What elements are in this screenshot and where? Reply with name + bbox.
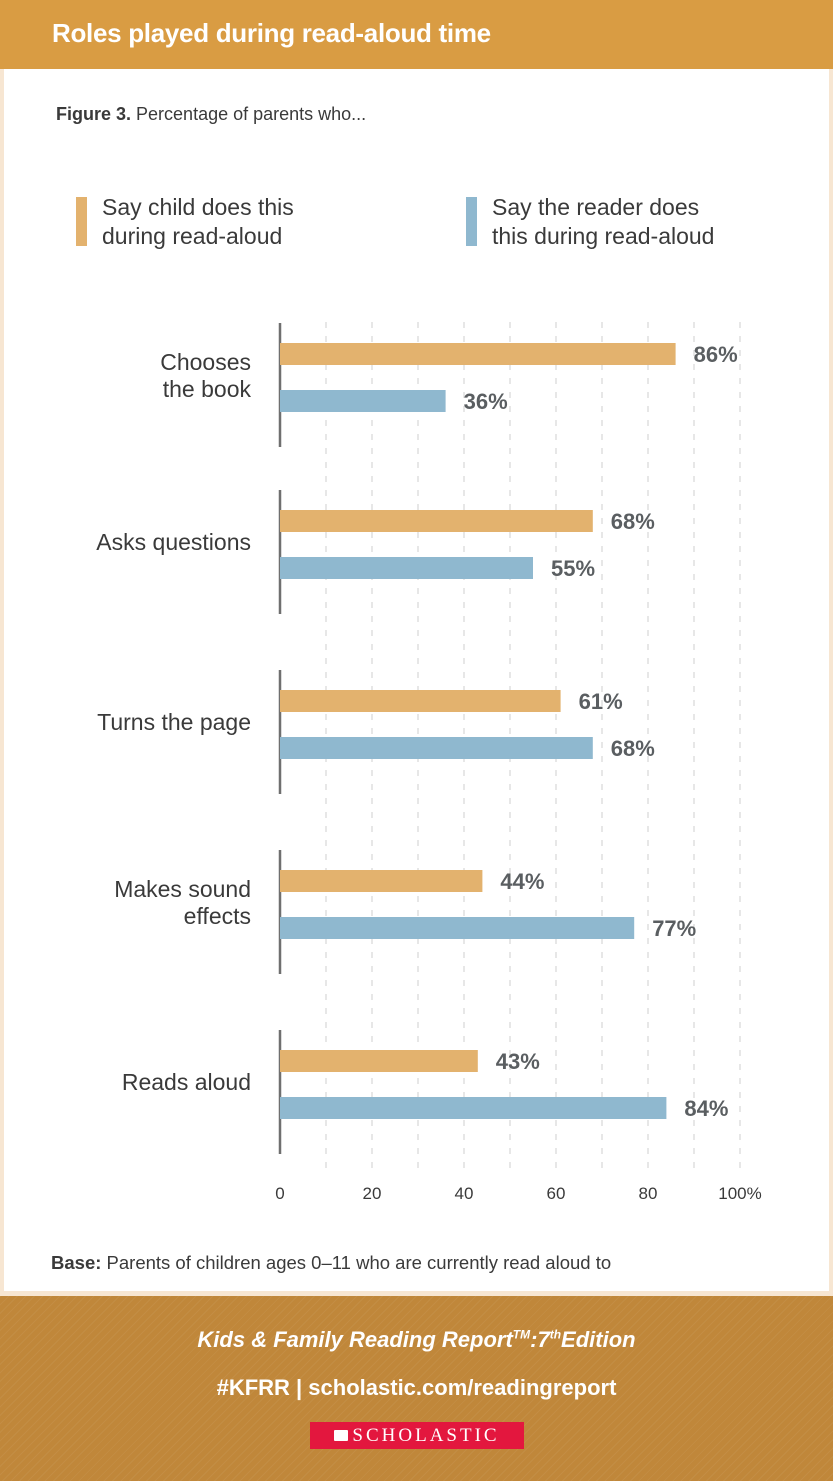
x-tick-label: 60 bbox=[547, 1184, 566, 1203]
figure-caption-text: Percentage of parents who... bbox=[136, 104, 367, 124]
x-tick-label: 0 bbox=[275, 1184, 284, 1203]
category-label: Reads aloud bbox=[122, 1069, 251, 1096]
bar-reader bbox=[280, 557, 533, 579]
legend-line: Say the reader does bbox=[492, 194, 700, 220]
x-tick-label: 80 bbox=[639, 1184, 658, 1203]
report-title: Kids & Family Reading ReportTM:7thEditio… bbox=[0, 1327, 833, 1353]
trademark: TM bbox=[512, 1327, 531, 1342]
edition-number: 7 bbox=[537, 1327, 550, 1352]
base-note-label: Base: bbox=[51, 1252, 102, 1273]
book-icon bbox=[334, 1430, 349, 1441]
legend-text-reader: Say the reader does this during read-alou… bbox=[492, 193, 714, 251]
data-label: 43% bbox=[496, 1049, 540, 1074]
data-label: 55% bbox=[551, 556, 595, 581]
category-label: Chooses the book bbox=[160, 349, 251, 403]
footer-bar bbox=[0, 1296, 833, 1481]
category-label: Makes sound effects bbox=[114, 876, 251, 930]
category-label-line: effects bbox=[183, 902, 251, 929]
data-label: 36% bbox=[464, 389, 508, 414]
edition-separator: : bbox=[530, 1327, 538, 1352]
figure-label: Figure 3. bbox=[56, 104, 132, 124]
bar-child bbox=[280, 690, 561, 712]
figure-caption: Figure 3. Percentage of parents who... bbox=[56, 104, 366, 125]
legend-text-child: Say child does this during read-aloud bbox=[102, 193, 294, 251]
scholastic-logo[interactable]: SCHOLASTIC bbox=[310, 1422, 524, 1449]
bar-child bbox=[280, 343, 676, 365]
data-label: 68% bbox=[611, 736, 655, 761]
edition-suffix: th bbox=[549, 1327, 562, 1342]
bar-child bbox=[280, 1050, 478, 1072]
category-label: Turns the page bbox=[97, 709, 251, 736]
category-label-line: Asks questions bbox=[96, 529, 251, 555]
x-tick-label: 40 bbox=[455, 1184, 474, 1203]
legend-line: during read-aloud bbox=[102, 223, 283, 249]
legend-swatch-reader bbox=[466, 197, 477, 246]
data-label: 61% bbox=[579, 689, 623, 714]
data-label: 77% bbox=[652, 916, 696, 941]
category-label-line: Turns the page bbox=[97, 709, 251, 735]
category-label-line: Makes sound bbox=[114, 875, 251, 902]
bar-reader bbox=[280, 1097, 667, 1119]
chart-panel bbox=[4, 69, 829, 1291]
bar-reader bbox=[280, 917, 635, 939]
category-label-line: the book bbox=[162, 375, 251, 402]
category-label-line: Chooses bbox=[160, 348, 251, 375]
data-label: 68% bbox=[611, 509, 655, 534]
page-title: Roles played during read-aloud time bbox=[52, 18, 491, 48]
report-name: Kids & Family Reading Report bbox=[197, 1327, 513, 1352]
category-label-line: Reads aloud bbox=[121, 1069, 251, 1095]
x-tick-label: 100% bbox=[718, 1184, 761, 1203]
logo-text: SCHOLASTIC bbox=[352, 1425, 500, 1446]
legend-swatch-child bbox=[76, 197, 87, 246]
bar-reader bbox=[280, 737, 593, 759]
category-label: Asks questions bbox=[96, 529, 251, 556]
footer-links[interactable]: #KFRR | scholastic.com/readingreport bbox=[216, 1375, 617, 1400]
legend-line: this during read-aloud bbox=[492, 223, 715, 249]
data-label: 86% bbox=[694, 342, 738, 367]
data-label: 44% bbox=[500, 869, 544, 894]
base-note: Base: Parents of children ages 0–11 who … bbox=[51, 1252, 611, 1274]
legend-line: Say child does this bbox=[102, 194, 294, 220]
data-label: 84% bbox=[684, 1096, 728, 1121]
bar-reader bbox=[280, 390, 446, 412]
base-note-text: Parents of children ages 0–11 who are cu… bbox=[106, 1252, 612, 1273]
header-bar: Roles played during read-aloud time bbox=[0, 0, 833, 69]
x-tick-label: 20 bbox=[363, 1184, 382, 1203]
edition-word: Edition bbox=[561, 1327, 636, 1352]
bar-child bbox=[280, 510, 593, 532]
bar-child bbox=[280, 870, 483, 892]
